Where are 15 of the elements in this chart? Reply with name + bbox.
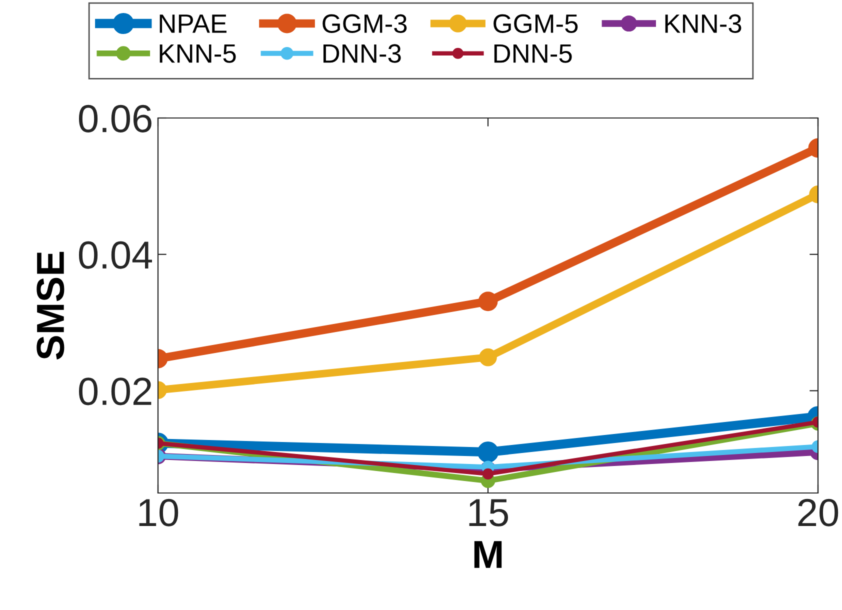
x-tick-label: 20 xyxy=(798,498,838,526)
x-tick-label: 15 xyxy=(469,499,508,526)
x-tick-label: 10 xyxy=(139,498,178,526)
legend-label: DNN-5 xyxy=(494,44,572,63)
legend-label: GGM-3 xyxy=(322,14,407,33)
legend-label: KNN-3 xyxy=(665,14,742,33)
legend-label: KNN-5 xyxy=(160,44,236,63)
y-tick-label: 0.06 xyxy=(78,104,152,132)
y-axis-title: SMSE xyxy=(36,252,64,360)
legend-label: GGM-5 xyxy=(494,14,578,33)
y-tick-label: 0.02 xyxy=(78,378,152,406)
legend-label: NPAE xyxy=(160,14,226,33)
y-tick-label: 0.04 xyxy=(78,241,152,269)
legend-label: DNN-3 xyxy=(323,44,401,63)
x-axis-title: M xyxy=(474,541,502,568)
